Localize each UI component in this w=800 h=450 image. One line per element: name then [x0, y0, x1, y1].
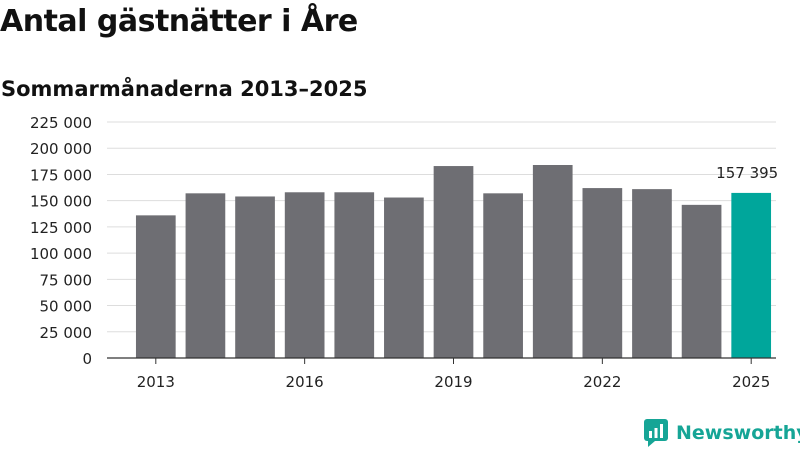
newsworthy-logo: Newsworthy: [644, 419, 800, 447]
y-tick-label: 200 000: [30, 140, 92, 158]
y-tick-label: 25 000: [40, 324, 93, 342]
x-tick-label: 2019: [434, 373, 472, 391]
y-tick-label: 100 000: [30, 245, 92, 263]
y-tick-label: 50 000: [40, 298, 93, 316]
x-tick-label: 2016: [286, 373, 324, 391]
y-tick-label: 75 000: [40, 271, 93, 289]
chart-subtitle: Sommarmånaderna 2013–2025: [1, 77, 368, 101]
bar: [185, 193, 226, 358]
bar: [632, 189, 672, 358]
bar: [135, 215, 176, 358]
data-label: 157 395: [716, 164, 778, 182]
x-tick-label: 2022: [583, 373, 621, 391]
y-tick-label: 175 000: [30, 166, 92, 184]
bar: [532, 165, 573, 358]
y-tick-label: 125 000: [30, 219, 92, 237]
y-tick-label: 150 000: [30, 193, 92, 211]
bar: [433, 166, 474, 358]
bar: [284, 192, 325, 358]
newsworthy-logo-icon: [644, 419, 668, 447]
bar-highlight: [731, 192, 772, 358]
chart-title: Antal gästnätter i Åre: [0, 4, 358, 39]
bar: [582, 188, 623, 358]
bar: [235, 196, 275, 358]
bar: [681, 204, 722, 358]
y-tick-label: 0: [82, 350, 92, 368]
bar: [334, 192, 375, 358]
newsworthy-logo-text: Newsworthy: [676, 422, 800, 444]
bar: [384, 197, 424, 358]
bar: [483, 193, 523, 358]
y-tick-label: 225 000: [30, 114, 92, 132]
x-tick-label: 2013: [137, 373, 175, 391]
x-tick-label: 2025: [732, 373, 770, 391]
